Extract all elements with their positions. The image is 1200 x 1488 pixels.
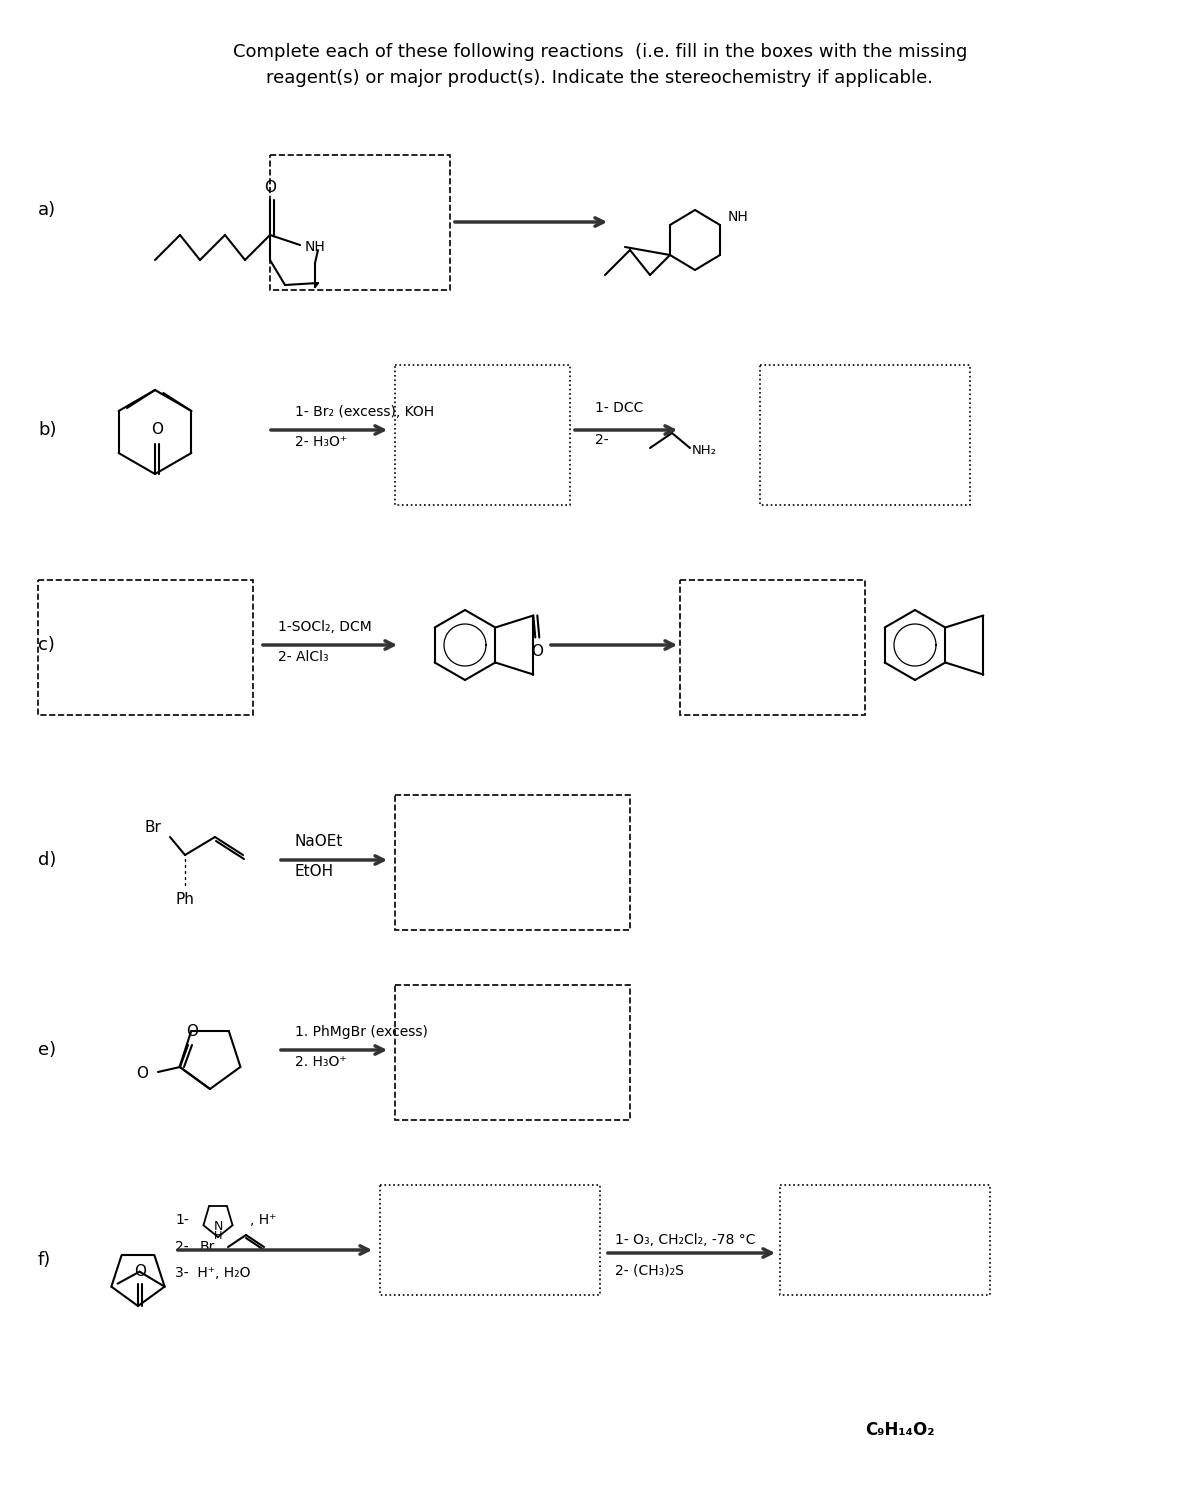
Text: a): a) (38, 201, 56, 219)
Text: NaOEt: NaOEt (295, 835, 343, 850)
Text: 1- Br₂ (excess), KOH: 1- Br₂ (excess), KOH (295, 405, 434, 420)
Text: EtOH: EtOH (295, 865, 334, 879)
Text: C₉H₁₄O₂: C₉H₁₄O₂ (865, 1421, 935, 1439)
Text: b): b) (38, 421, 56, 439)
Bar (760, 365, 970, 504)
Text: O: O (264, 180, 276, 195)
Text: 2- H₃O⁺: 2- H₃O⁺ (295, 434, 347, 449)
Text: NH: NH (305, 240, 325, 254)
Text: 2. H₃O⁺: 2. H₃O⁺ (295, 1055, 347, 1068)
Text: 1-: 1- (175, 1213, 188, 1228)
Text: NH: NH (728, 210, 749, 225)
Bar (270, 155, 450, 290)
Text: reagent(s) or major product(s). Indicate the stereochemistry if applicable.: reagent(s) or major product(s). Indicate… (266, 68, 934, 86)
Text: O: O (136, 1067, 148, 1082)
Bar (395, 365, 570, 504)
Text: O: O (532, 644, 544, 659)
Text: O: O (151, 423, 163, 437)
Text: Complete each of these following reactions  (i.e. fill in the boxes with the mis: Complete each of these following reactio… (233, 43, 967, 61)
Text: 2-: 2- (595, 433, 608, 446)
Text: Br: Br (145, 820, 162, 835)
Text: c): c) (38, 635, 55, 655)
Text: 2- (CH₃)₂S: 2- (CH₃)₂S (616, 1263, 684, 1277)
Text: Br: Br (200, 1240, 215, 1254)
Text: Ph: Ph (175, 891, 194, 906)
Text: 2- AlCl₃: 2- AlCl₃ (278, 650, 329, 664)
Text: 3-  H⁺, H₂O: 3- H⁺, H₂O (175, 1266, 251, 1280)
Bar (395, 795, 630, 930)
Bar (380, 1184, 600, 1295)
Text: d): d) (38, 851, 56, 869)
Text: 1- DCC: 1- DCC (595, 400, 643, 415)
Text: e): e) (38, 1042, 56, 1059)
Text: H: H (214, 1231, 222, 1241)
Bar (395, 985, 630, 1120)
Text: 1-SOCl₂, DCM: 1-SOCl₂, DCM (278, 620, 372, 634)
Text: 2-: 2- (175, 1240, 188, 1254)
Bar (780, 1184, 990, 1295)
Bar (680, 580, 865, 716)
Text: O: O (134, 1263, 146, 1278)
Text: 1. PhMgBr (excess): 1. PhMgBr (excess) (295, 1025, 428, 1039)
Text: , H⁺: , H⁺ (250, 1213, 276, 1228)
Text: f): f) (38, 1251, 52, 1269)
Bar (38, 580, 253, 716)
Text: O: O (186, 1025, 198, 1040)
Text: 1- O₃, CH₂Cl₂, -78 °C: 1- O₃, CH₂Cl₂, -78 °C (616, 1234, 756, 1247)
Text: NH₂: NH₂ (692, 443, 718, 457)
Text: N: N (214, 1220, 223, 1232)
